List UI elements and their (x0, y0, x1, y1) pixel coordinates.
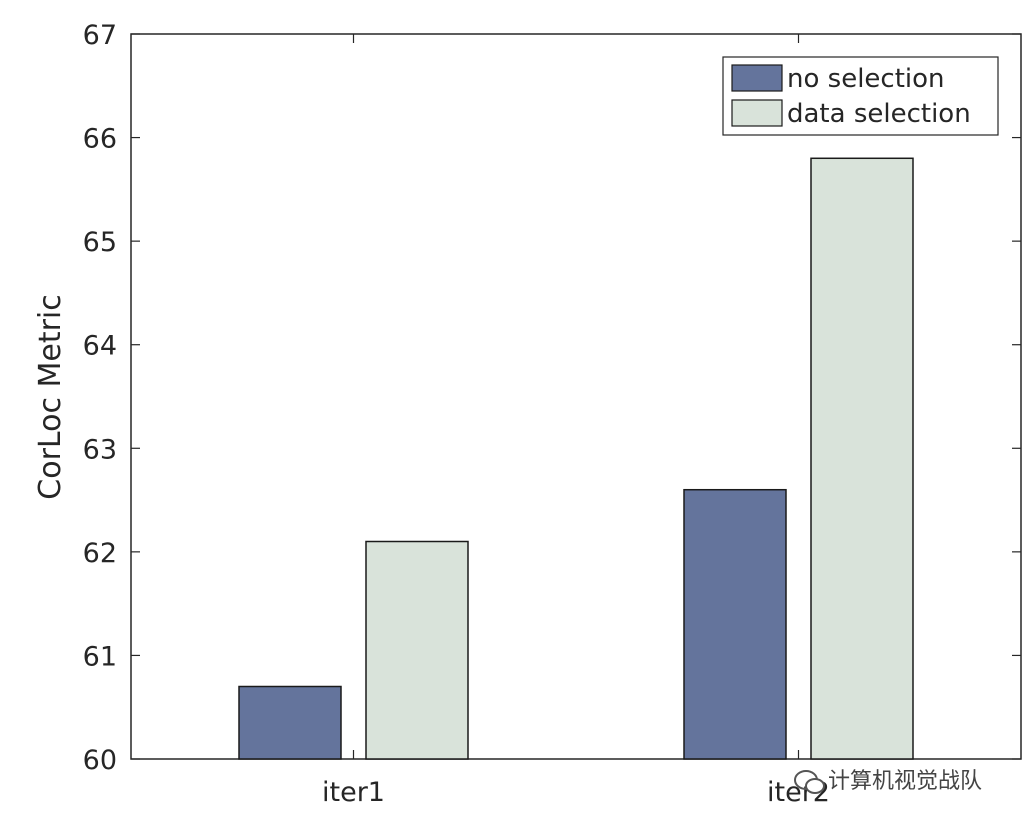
watermark-text: 计算机视觉战队 (828, 769, 982, 794)
y-tick-label: 65 (83, 227, 117, 258)
y-axis-label: CorLoc Metric (33, 294, 68, 499)
y-axis-ticks: 60 61 62 63 64 65 66 67 (83, 20, 1021, 776)
y-tick-label: 66 (83, 124, 117, 155)
y-tick-label: 63 (83, 434, 117, 465)
y-tick-label: 64 (83, 331, 117, 362)
y-tick-label: 62 (83, 538, 117, 569)
x-tick-label: iter1 (322, 777, 385, 808)
y-tick-label: 67 (83, 20, 117, 51)
legend: no selection data selection (722, 56, 999, 136)
wechat-icon (794, 770, 825, 794)
legend-label: no selection (787, 64, 945, 94)
bars (238, 157, 914, 760)
bar-no-selection-iter2 (683, 488, 787, 760)
legend-swatch (731, 64, 783, 92)
legend-label: data selection (787, 99, 971, 129)
legend-swatch (731, 99, 783, 127)
y-tick-label: 61 (83, 641, 117, 672)
bar-data-selection-iter1 (365, 540, 469, 760)
bar-data-selection-iter2 (810, 157, 914, 760)
watermark: 计算机视觉战队 (794, 769, 982, 794)
bar-no-selection-iter1 (238, 685, 342, 760)
y-tick-label: 60 (83, 745, 117, 776)
